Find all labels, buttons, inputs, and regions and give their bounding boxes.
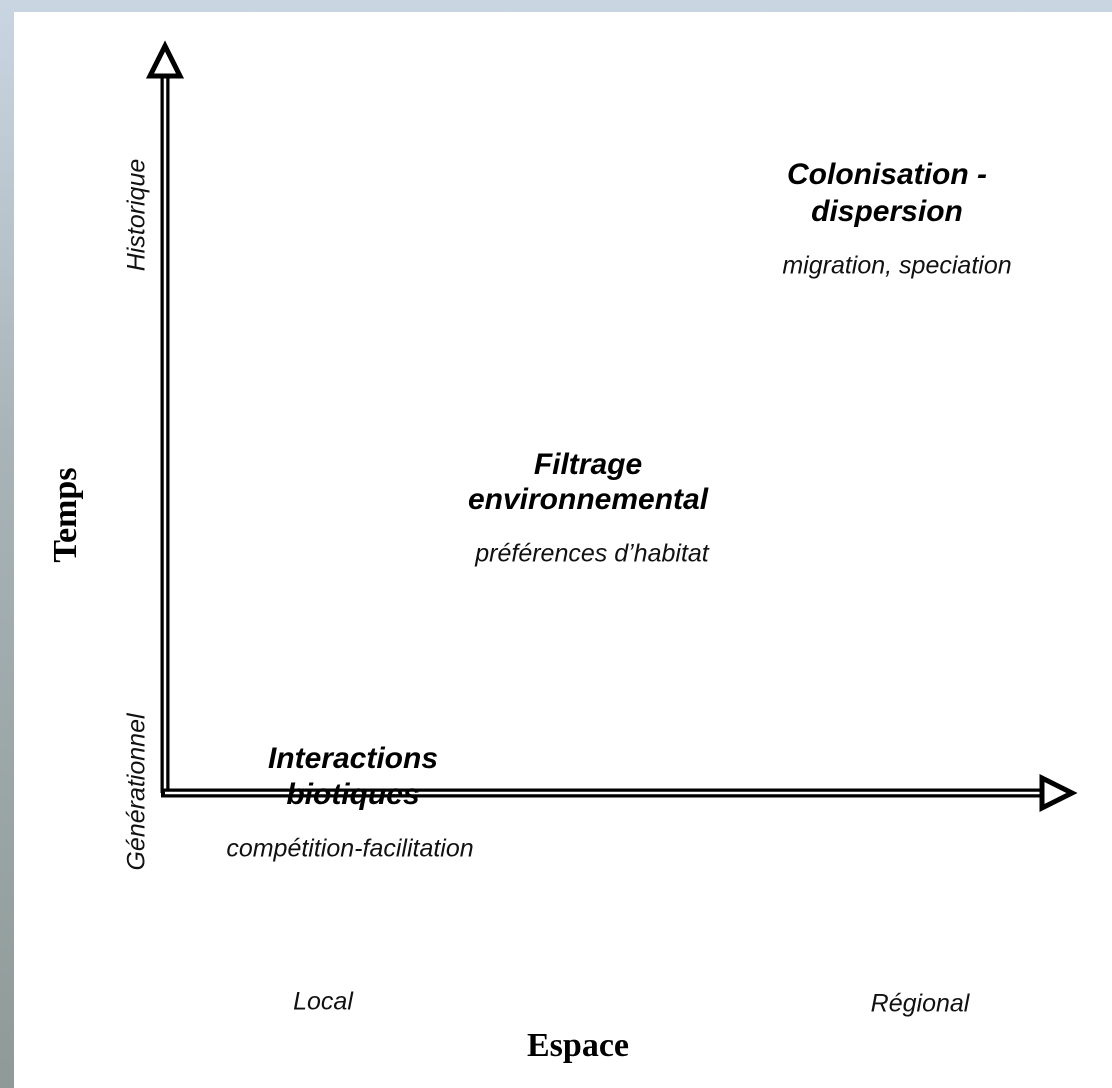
y-tick-label: Historique [123,159,151,272]
process-title: biotiques [286,778,419,811]
x-axis-title: Espace [527,1027,629,1064]
process-title: Interactions [268,742,438,775]
process-subtitle: migration, speciation [782,252,1011,280]
process-title: Colonisation - [787,158,987,191]
y-axis-title: Temps [47,467,84,562]
x-axis-arrow [1042,778,1072,808]
y-tick-label: Générationnel [123,712,151,871]
diagram: Temps Espace Historique Générationnel Lo… [0,0,1112,1088]
process-title: Filtrage [534,448,642,481]
process-title: dispersion [811,195,963,228]
process-subtitle: préférences d’habitat [474,540,710,568]
y-axis-arrow [150,46,180,76]
x-tick-label: Local [293,988,354,1016]
x-tick-label: Régional [871,990,971,1018]
process-title: environnemental [468,483,709,516]
process-subtitle: compétition-facilitation [226,835,473,863]
